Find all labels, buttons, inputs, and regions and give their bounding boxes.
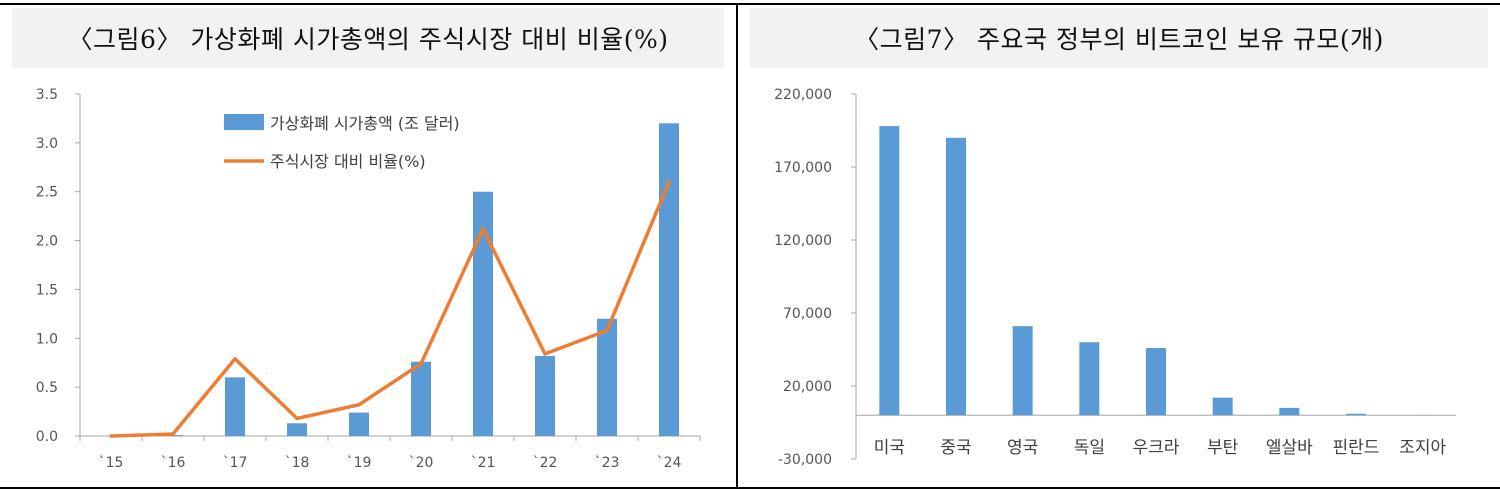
x-tick-label: `24 <box>657 455 682 471</box>
figure-7-title-band: 〈그림7〉 주요국 정부의 비트코인 보유 규모(개) <box>750 8 1488 68</box>
bar <box>535 355 555 436</box>
x-tick-label: `16 <box>161 455 186 471</box>
x-tick-label: 엘살바 <box>1266 438 1313 458</box>
bar <box>287 423 307 436</box>
y-tick-label: 220,000 <box>774 87 832 103</box>
bar <box>1012 326 1033 416</box>
ratio-line <box>109 180 671 438</box>
panel-divider <box>736 4 738 488</box>
figure-7-chart: -30,000 20,000 70,000 120,000 170,000 220,000… <box>774 87 1456 468</box>
line-point <box>171 432 175 436</box>
x-tick-label: `20 <box>409 455 434 471</box>
legend-bar-label: 가상화폐 시가총액 (조 달러) <box>270 114 460 133</box>
line-point <box>481 227 485 231</box>
line-point <box>605 328 609 332</box>
x-tick-label: `15 <box>99 455 124 471</box>
bar <box>946 137 966 416</box>
figure-6-title-band: 〈그림6〉 가상화폐 시가총액의 주식시장 대비 비율(%) <box>12 8 724 68</box>
bar <box>659 123 679 437</box>
line-point <box>543 352 547 356</box>
x-tick-label: `21 <box>471 455 496 471</box>
y-tick-label: 1.5 <box>36 282 58 298</box>
bar <box>1346 413 1366 416</box>
bar <box>473 191 493 436</box>
bar <box>1212 397 1233 416</box>
y-tick-label: 3.0 <box>36 136 58 152</box>
figure-6-title: 〈그림6〉 가상화폐 시가총액의 주식시장 대비 비율(%) <box>67 25 669 54</box>
y-tick-label: 70,000 <box>783 306 832 322</box>
bottom-border <box>0 487 1500 489</box>
y-tick-label: 1.0 <box>36 331 58 347</box>
top-border <box>0 3 1500 5</box>
y-tick-label: 120,000 <box>774 233 832 249</box>
line-point <box>419 362 423 366</box>
x-tick-label: `23 <box>595 455 620 471</box>
y-tick-label: 0.5 <box>36 380 58 396</box>
y-tick-label: 170,000 <box>774 160 832 176</box>
x-tick-label: `17 <box>223 455 248 471</box>
bar <box>879 126 900 416</box>
x-tick-label: 우크라 <box>1133 438 1180 458</box>
x-tick-label: 중국 <box>940 438 971 458</box>
x-tick-label: 핀란드 <box>1333 438 1380 458</box>
line-point <box>667 180 671 184</box>
x-tick-label: 조지아 <box>1399 438 1446 458</box>
bar <box>349 412 369 436</box>
line-point <box>109 434 113 438</box>
figure-6-chart: 0.0 0.5 1.0 1.5 2.0 2.5 3.0 3.5 `15 `16 `17 `18 `19 `… <box>36 87 701 471</box>
figure-7-title: 〈그림7〉 주요국 정부의 비트코인 보유 규모(개) <box>854 25 1384 54</box>
x-tick-label: 부탄 <box>1207 438 1239 458</box>
line-point <box>233 357 237 361</box>
line-point <box>357 403 361 407</box>
x-tick-label: 미국 <box>874 438 905 458</box>
x-tick-label: `22 <box>533 455 558 471</box>
figure-7-panel: 〈그림7〉 주요국 정부의 비트코인 보유 규모(개) -30,000 20,00… <box>738 5 1500 487</box>
x-tick-label: `18 <box>285 455 310 471</box>
figure-6-panel: 〈그림6〉 가상화폐 시가총액의 주식시장 대비 비율(%) 0.0 0.5 1.0… <box>0 5 736 487</box>
y-tick-label: 20,000 <box>783 379 832 395</box>
y-tick-label: 2.0 <box>36 234 58 250</box>
legend-bar-swatch <box>224 114 264 130</box>
x-tick-label: 독일 <box>1074 438 1105 458</box>
bar <box>1079 342 1100 416</box>
bar <box>597 318 617 436</box>
x-tick-label: `19 <box>347 455 372 471</box>
y-tick-label: 0.0 <box>36 429 58 445</box>
bar <box>1146 348 1166 416</box>
y-tick-label: -30,000 <box>778 452 832 468</box>
bar <box>411 361 431 436</box>
x-tick-label: 영국 <box>1007 438 1038 458</box>
line-point <box>295 416 299 420</box>
y-tick-label: 3.5 <box>36 87 58 103</box>
legend-line-label: 주식시장 대비 비율(%) <box>270 152 426 171</box>
bar <box>1279 407 1300 416</box>
y-tick-label: 2.5 <box>36 185 58 201</box>
bar <box>225 377 245 436</box>
